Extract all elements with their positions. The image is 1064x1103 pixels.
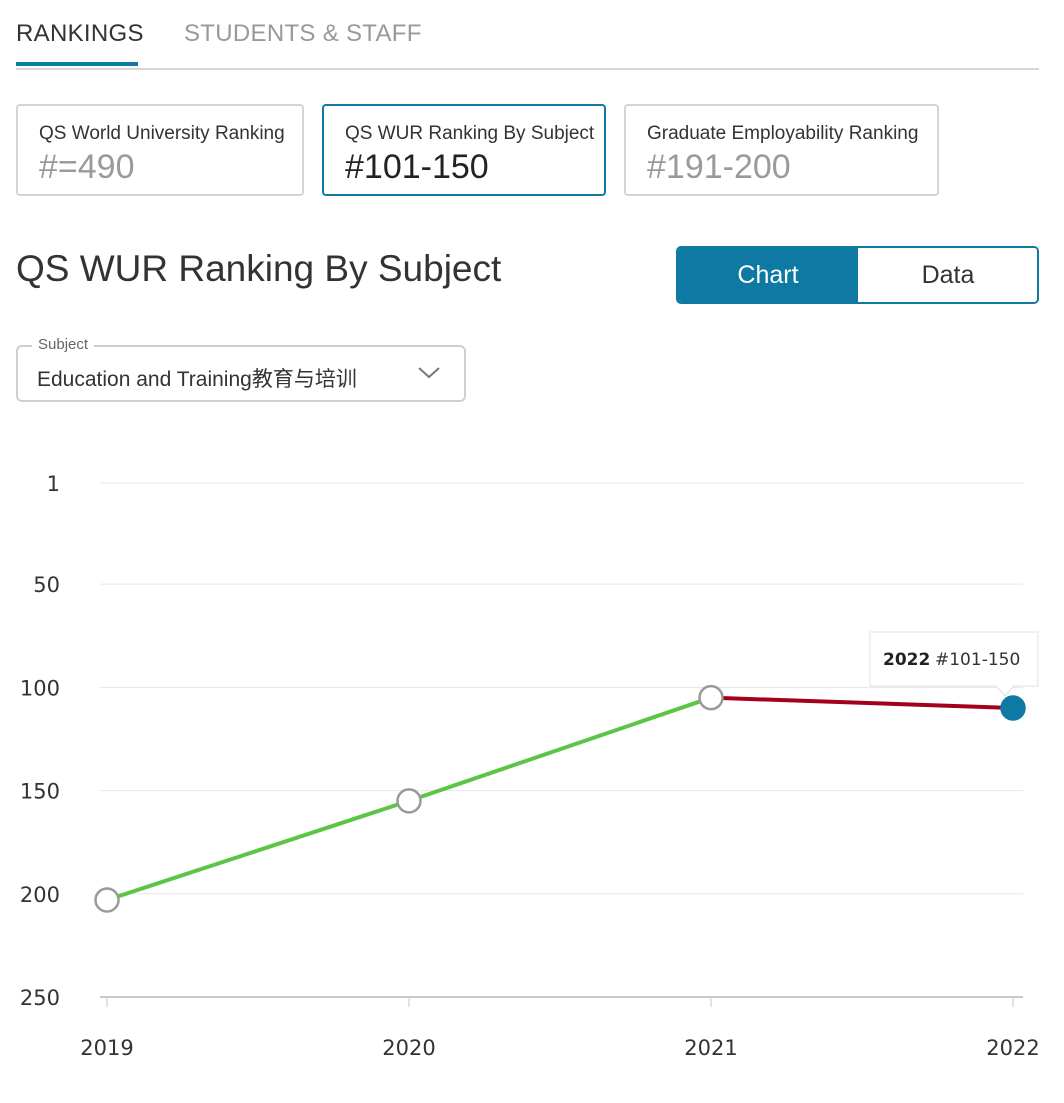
subject-select-value: Education and Training教育与培训 [37,368,357,391]
subject-select-legend: Subject [32,336,95,353]
top-tabs: RANKINGS STUDENTS & STAFF [16,0,1039,70]
data-point[interactable] [396,788,422,814]
card-value: #101-150 [345,148,489,186]
tooltip-box [869,631,1039,697]
chart-grid [100,482,1023,998]
chart-lines [105,695,1015,902]
tooltip-value: #101-150 [935,650,1020,670]
y-tick-label: 100 [20,676,60,700]
data-toggle-button[interactable]: Data [858,248,1037,302]
card-graduate-employability-ranking[interactable]: Graduate Employability Ranking #191-200 [624,104,939,196]
x-tick-label: 2022 [986,1036,1039,1060]
x-tick-label: 2019 [80,1036,133,1060]
chart-toggle-button[interactable]: Chart [678,248,858,302]
card-ranking-by-subject[interactable]: QS WUR Ranking By Subject #101-150 [322,104,606,196]
tooltip-year: 2022 [883,650,930,670]
series-segment [407,695,713,803]
y-tick-label: 200 [20,883,60,907]
card-world-university-ranking[interactable]: QS World University Ranking #=490 [16,104,304,196]
x-tick-label: 2020 [382,1036,435,1060]
series-segment [105,798,411,902]
chart-points [94,684,1026,913]
x-tick-label: 2021 [684,1036,737,1060]
chevron-down-icon [418,367,440,379]
x-axis-ticks: 2019 2020 2021 2022 [80,997,1040,1060]
data-point[interactable] [94,887,120,913]
data-point[interactable] [698,684,724,711]
subject-select[interactable]: Subject Education and Training教育与培训 [16,336,466,402]
section-title: QS WUR Ranking By Subject [16,248,502,289]
y-tick-label: 1 [47,472,60,496]
view-toggle: Chart Data [676,246,1039,304]
card-value: #191-200 [647,148,791,186]
card-value: #=490 [39,148,135,186]
chart-tooltip: 2022 #101-150 [869,631,1039,697]
tab-rankings[interactable]: RANKINGS [16,20,144,47]
tab-students-staff[interactable]: STUDENTS & STAFF [184,20,422,47]
y-tick-label: 150 [20,780,60,804]
card-label: Graduate Employability Ranking [647,123,919,144]
card-label: QS World University Ranking [39,123,285,144]
series-segment [709,695,1015,711]
y-tick-label: 250 [20,986,60,1010]
active-tab-indicator [16,62,138,66]
y-tick-label: 50 [33,573,60,597]
selected-data-point[interactable] [1000,695,1026,721]
card-label: QS WUR Ranking By Subject [345,123,595,144]
